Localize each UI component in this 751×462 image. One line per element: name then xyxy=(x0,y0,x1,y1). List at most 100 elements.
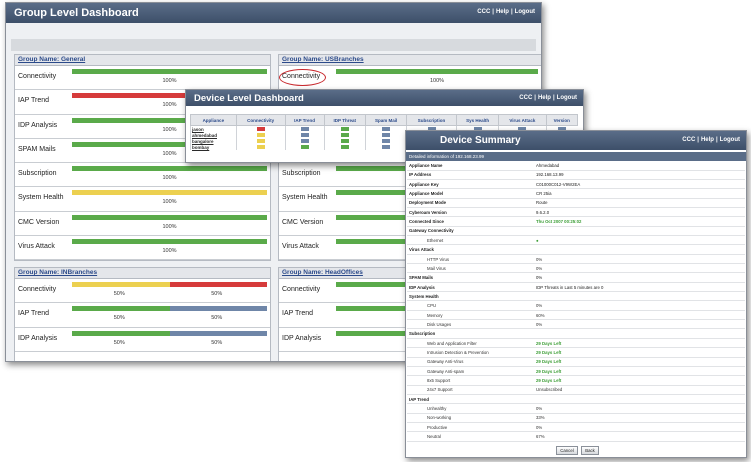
status-indicator[interactable] xyxy=(256,127,265,131)
bar-segment[interactable] xyxy=(72,239,267,245)
column-header[interactable]: Appliance xyxy=(190,114,237,126)
column-header[interactable]: Sys Health xyxy=(455,114,500,126)
metric-bar[interactable] xyxy=(72,214,267,220)
status-indicator[interactable] xyxy=(340,127,349,131)
bar-segment[interactable] xyxy=(72,330,170,336)
help-link[interactable]: Help xyxy=(700,137,714,143)
bar-segment[interactable] xyxy=(169,306,267,312)
metric-bar[interactable] xyxy=(72,306,267,312)
status-indicator[interactable] xyxy=(382,145,391,149)
column-header[interactable]: Connectivity xyxy=(235,114,286,126)
metric-label: CMC Version xyxy=(18,218,60,226)
metric-bar[interactable] xyxy=(72,190,267,196)
bar-segment[interactable] xyxy=(72,117,267,123)
bar-segment[interactable] xyxy=(72,141,267,147)
device-name-link[interactable]: bombay xyxy=(190,144,237,150)
status-indicator[interactable] xyxy=(340,139,349,143)
summary-row: Subscription xyxy=(407,330,745,339)
status-indicator[interactable] xyxy=(340,133,349,137)
group-rows: Connectivity 100% IAP Trend 100% IDP Analysi… xyxy=(15,66,270,261)
device-name-link[interactable]: bangalore xyxy=(190,138,237,144)
help-link[interactable]: Help xyxy=(495,9,509,15)
metric-bar[interactable] xyxy=(336,69,538,74)
status-indicator[interactable] xyxy=(256,145,265,149)
metric-label: IDP Analysis xyxy=(282,334,322,342)
column-header[interactable]: Subscription xyxy=(406,114,457,126)
group-rows: Connectivity 50% 50% IAP Trend 50% 50% IDP Ana… xyxy=(15,279,270,352)
group-dashboard-titlebar: Group Level Dashboard CCC | Help | Logout xyxy=(6,3,541,23)
status-indicator[interactable] xyxy=(256,139,265,143)
bar-segment[interactable] xyxy=(169,282,267,287)
bar-segment[interactable] xyxy=(72,69,267,74)
ccc-link[interactable]: CCC xyxy=(519,95,533,101)
summary-value: Thu Oct 2007 00:25:02 xyxy=(536,219,582,225)
status-indicator[interactable] xyxy=(300,133,309,137)
status-indicator[interactable] xyxy=(473,127,482,131)
metric-bar[interactable] xyxy=(72,166,267,172)
status-indicator[interactable] xyxy=(382,127,391,131)
bar-segment[interactable] xyxy=(72,306,170,312)
summary-key: System Health xyxy=(409,293,439,299)
status-indicator[interactable] xyxy=(382,133,391,137)
metric-bar[interactable] xyxy=(72,282,267,287)
status-cell xyxy=(235,132,286,138)
status-indicator[interactable] xyxy=(382,139,391,143)
summary-key: IDP Analysis xyxy=(409,284,435,290)
summary-value: 33% xyxy=(536,415,545,421)
metric-label: Connectivity xyxy=(18,286,57,293)
summary-key: Appliance Model xyxy=(409,191,444,197)
summary-row: Disk Usages 0% xyxy=(407,321,745,330)
bar-segment[interactable] xyxy=(169,330,267,336)
ccc-link[interactable]: CCC xyxy=(682,137,696,143)
status-indicator[interactable] xyxy=(300,139,309,143)
highlight-circle xyxy=(279,69,326,86)
device-name-link[interactable]: ahmedabad xyxy=(190,132,237,138)
metric-bar[interactable] xyxy=(72,93,267,99)
status-indicator[interactable] xyxy=(300,145,309,149)
back-button[interactable]: Back xyxy=(581,446,599,455)
bar-segment[interactable] xyxy=(72,166,267,172)
device-name-link[interactable]: jason xyxy=(190,125,237,132)
metric-bar[interactable] xyxy=(72,239,267,245)
column-header[interactable]: Virus Attack xyxy=(498,114,547,126)
status-cell xyxy=(235,125,286,132)
group-name-link[interactable]: Group Name: General xyxy=(15,55,270,66)
status-indicator[interactable] xyxy=(427,127,436,131)
group-name-link[interactable]: Group Name: INBranches xyxy=(15,268,270,279)
column-header[interactable]: IDP Threat xyxy=(323,114,366,126)
logout-link[interactable]: Logout xyxy=(514,9,535,15)
status-indicator[interactable] xyxy=(558,127,567,131)
summary-row: Memory 60% xyxy=(407,312,745,321)
metric-label: Subscription xyxy=(18,170,57,178)
summary-row: IDP Analysis IDP Threats in Last 5 minute… xyxy=(407,284,745,293)
metric-bar[interactable] xyxy=(72,330,267,336)
metric-bar[interactable] xyxy=(72,141,267,147)
column-header[interactable]: Version xyxy=(545,114,579,126)
help-link[interactable]: Help xyxy=(537,95,551,101)
logout-link[interactable]: Logout xyxy=(556,95,577,101)
cancel-button[interactable]: Cancel xyxy=(556,446,578,455)
summary-row: Intrusion Detection & Prevention 29 Days … xyxy=(407,349,745,358)
bar-segment[interactable] xyxy=(72,214,267,220)
metric-percent: 100% xyxy=(162,78,177,84)
metric-bar[interactable] xyxy=(72,69,267,74)
metric-bar[interactable] xyxy=(72,117,267,123)
ccc-link[interactable]: CCC xyxy=(477,9,491,15)
summary-key: SPAM Mails xyxy=(409,275,434,281)
bar-segment[interactable] xyxy=(72,93,267,99)
status-indicator[interactable] xyxy=(256,133,265,137)
summary-row: Ethernet ● xyxy=(407,237,745,246)
metric-label: IAP Trend xyxy=(282,310,314,318)
status-indicator[interactable] xyxy=(340,145,349,149)
logout-link[interactable]: Logout xyxy=(719,137,740,143)
status-indicator[interactable] xyxy=(518,127,527,131)
status-cell xyxy=(364,144,407,150)
bar-segment[interactable] xyxy=(72,282,170,287)
bar-segment[interactable] xyxy=(336,69,538,74)
status-indicator[interactable] xyxy=(300,127,309,131)
column-header[interactable]: Spam Mail xyxy=(364,114,408,126)
bar-segment[interactable] xyxy=(72,190,267,196)
column-header[interactable]: IAP Trend xyxy=(284,114,325,126)
group-name-link[interactable]: Group Name: USBranches xyxy=(279,55,541,66)
summary-row: Neutral 67% xyxy=(407,433,745,442)
